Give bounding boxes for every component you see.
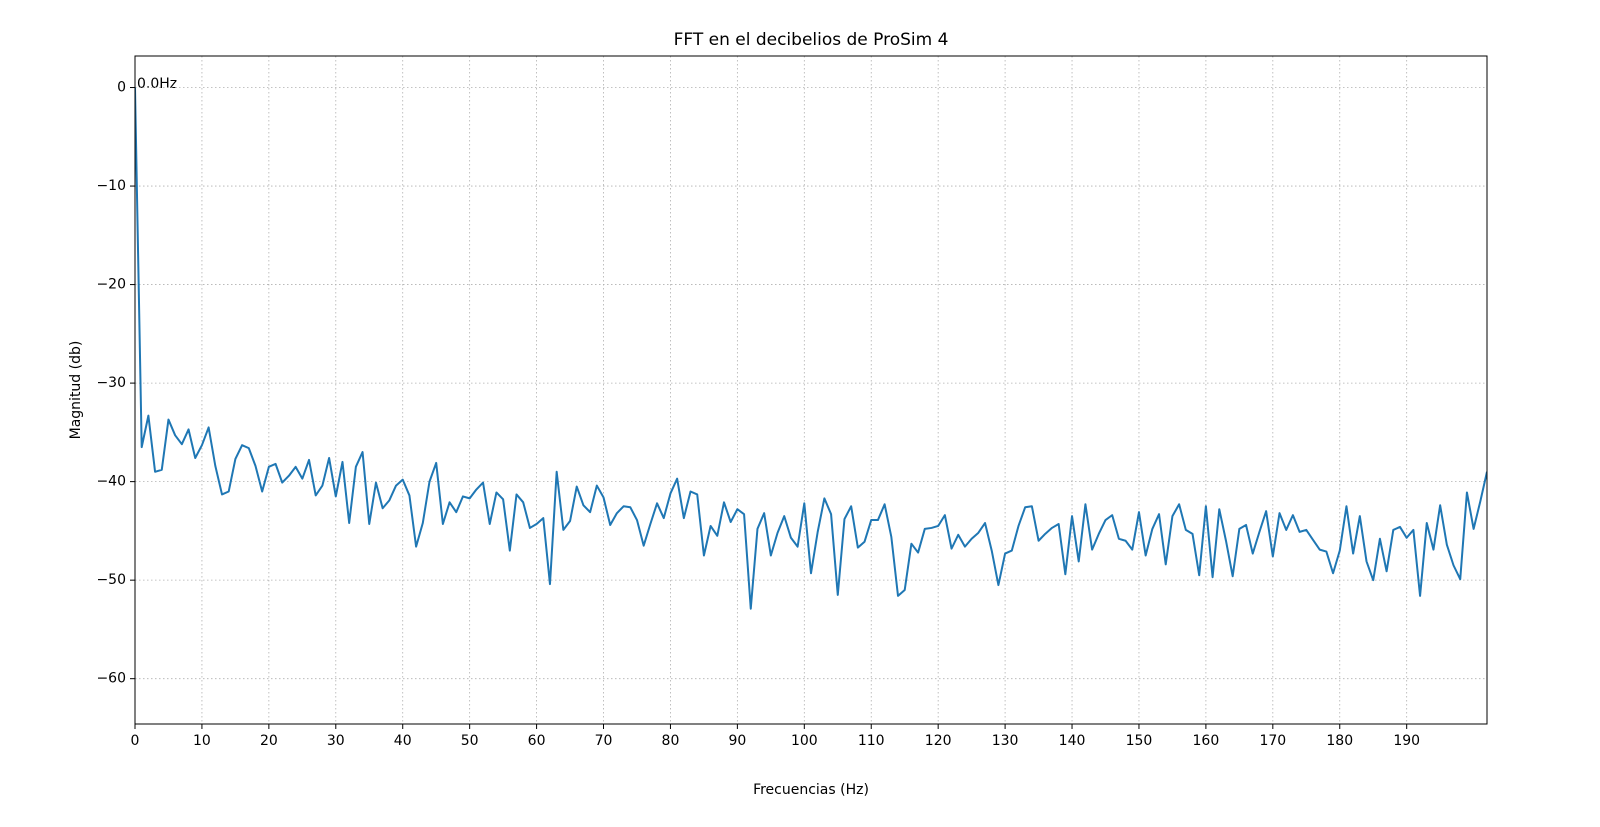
x-tick-label: 140 <box>1059 733 1086 749</box>
x-tick-label: 20 <box>260 733 278 749</box>
y-tick-label: −30 <box>96 375 126 391</box>
x-tick-label: 180 <box>1326 733 1353 749</box>
x-tick-label: 10 <box>193 733 211 749</box>
y-tick-label: −20 <box>96 277 126 293</box>
plot-frame <box>134 55 1488 725</box>
x-axis-label: Frecuencias (Hz) <box>753 782 869 798</box>
x-tick-label: 190 <box>1393 733 1420 749</box>
x-tick-label: 150 <box>1126 733 1153 749</box>
x-tick-label: 0 <box>131 733 140 749</box>
y-tick-label: −10 <box>96 178 126 194</box>
x-tick-label: 100 <box>791 733 818 749</box>
line-series <box>135 87 1487 610</box>
chart-title: FFT en el decibelios de ProSim 4 <box>674 30 949 50</box>
x-tick-label: 80 <box>662 733 680 749</box>
x-tick-label: 60 <box>528 733 546 749</box>
x-tick-label: 40 <box>394 733 412 749</box>
x-tick-label: 170 <box>1259 733 1286 749</box>
x-tick-label: 30 <box>327 733 345 749</box>
x-tick-label: 70 <box>595 733 613 749</box>
y-tick-label: −50 <box>96 572 126 588</box>
y-tick-label: −40 <box>96 474 126 490</box>
x-tick-label: 160 <box>1193 733 1220 749</box>
x-tick-label: 110 <box>858 733 885 749</box>
y-axis-label: Magnitud (db) <box>68 341 84 440</box>
x-tick-label: 120 <box>925 733 952 749</box>
x-tick-label: 130 <box>992 733 1019 749</box>
x-tick-label: 90 <box>728 733 746 749</box>
y-tick-label: 0 <box>117 80 126 96</box>
x-tick-label: 50 <box>461 733 479 749</box>
y-tick-label: −60 <box>96 671 126 687</box>
annotation: 0.0Hz <box>137 76 177 92</box>
